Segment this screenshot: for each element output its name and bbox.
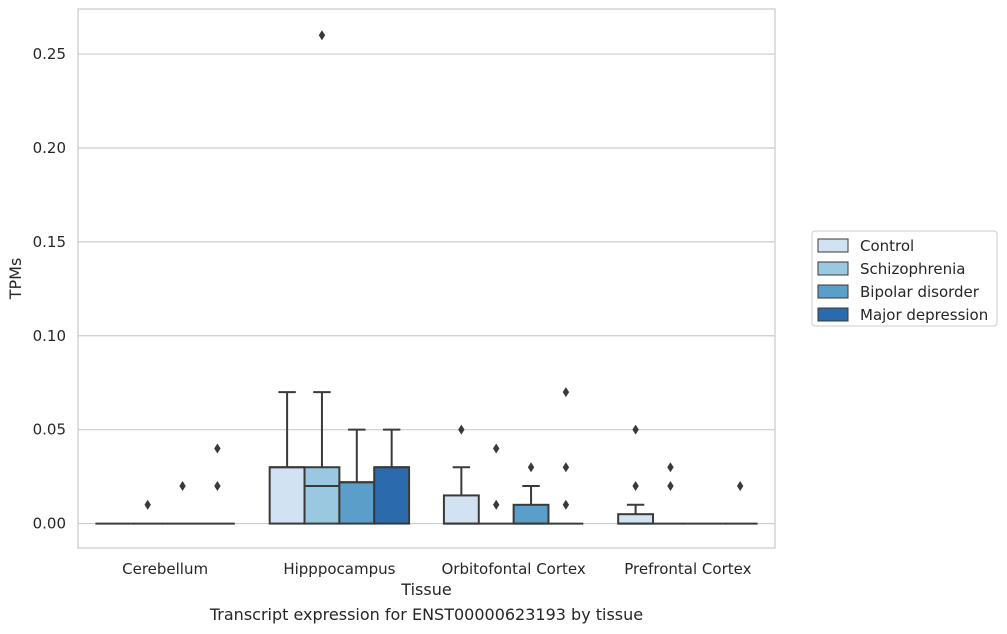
outlier-point bbox=[562, 462, 570, 473]
box-1-1 bbox=[303, 30, 341, 525]
box-0-3 bbox=[199, 443, 235, 525]
box-body bbox=[268, 466, 306, 525]
box-2-2 bbox=[512, 462, 550, 525]
y-tick-label: 0.20 bbox=[33, 139, 66, 157]
box-series bbox=[95, 30, 758, 525]
box-1-0 bbox=[268, 391, 306, 525]
legend-swatch bbox=[817, 307, 849, 322]
y-axis-title: TPMs bbox=[6, 258, 25, 301]
outlier-point bbox=[527, 462, 535, 473]
box-0-2 bbox=[165, 481, 200, 525]
outlier-point bbox=[493, 443, 500, 454]
plot-frame bbox=[77, 8, 776, 549]
y-tick-label: 0.10 bbox=[33, 327, 66, 345]
outlier-point bbox=[562, 387, 570, 398]
x-tick-label: Cerebellum bbox=[122, 560, 208, 578]
x-tick-label: Hipppocampus bbox=[283, 560, 395, 578]
legend-label: Major depression bbox=[860, 306, 988, 324]
box-1-3 bbox=[373, 428, 411, 525]
x-tick-label: Orbitofontal Cortex bbox=[442, 560, 586, 578]
x-axis-title: Tissue bbox=[400, 580, 451, 599]
y-tick-label: 0.15 bbox=[33, 233, 66, 251]
grid-lines bbox=[78, 53, 775, 525]
box-3-3 bbox=[722, 481, 758, 525]
outlier-point bbox=[214, 481, 221, 492]
legend-swatch bbox=[817, 261, 849, 276]
outlier-point bbox=[632, 481, 639, 492]
box-body bbox=[442, 494, 480, 525]
outlier-point bbox=[214, 443, 221, 454]
box-0-1 bbox=[130, 499, 166, 525]
box-body bbox=[303, 466, 341, 525]
y-tick-label: 0.05 bbox=[33, 421, 66, 439]
outlier-point bbox=[458, 424, 465, 435]
legend-swatch bbox=[817, 238, 849, 253]
legend-swatch bbox=[817, 284, 849, 299]
y-tick-labels: 0.00 0.05 0.10 0.15 0.20 0.25 bbox=[33, 45, 66, 533]
box-body bbox=[338, 481, 376, 525]
outlier-point bbox=[493, 499, 500, 510]
legend-frame bbox=[811, 230, 998, 327]
box-2-1 bbox=[478, 443, 514, 525]
legend-label: Schizophrenia bbox=[860, 260, 965, 278]
outlier-point bbox=[667, 481, 674, 492]
box-2-0 bbox=[442, 424, 480, 525]
box-body bbox=[617, 513, 655, 525]
y-tick-label: 0.00 bbox=[33, 515, 66, 533]
box-1-2 bbox=[338, 428, 376, 525]
outlier-point bbox=[667, 462, 674, 473]
chart-caption: Transcript expression for ENST0000062319… bbox=[209, 605, 644, 624]
legend: Control Schizophrenia Bipolar disorder Majo… bbox=[811, 230, 998, 327]
x-tick-label: Prefrontal Cortex bbox=[624, 560, 751, 578]
legend-label: Control bbox=[860, 237, 914, 255]
outlier-point bbox=[144, 499, 151, 510]
y-tick-label: 0.25 bbox=[33, 45, 66, 63]
legend-label: Bipolar disorder bbox=[860, 283, 980, 301]
outlier-point bbox=[179, 481, 186, 492]
outlier-point bbox=[318, 30, 326, 41]
outlier-point bbox=[632, 424, 639, 435]
box-2-3 bbox=[548, 387, 584, 525]
outlier-point bbox=[562, 499, 570, 510]
box-body bbox=[512, 503, 550, 525]
x-tick-labels: Cerebellum Hipppocampus Orbitofontal Corte… bbox=[122, 560, 751, 578]
box-3-0 bbox=[617, 424, 655, 525]
outlier-point bbox=[736, 481, 744, 492]
box-body bbox=[373, 466, 411, 525]
box-3-1 bbox=[653, 462, 688, 525]
